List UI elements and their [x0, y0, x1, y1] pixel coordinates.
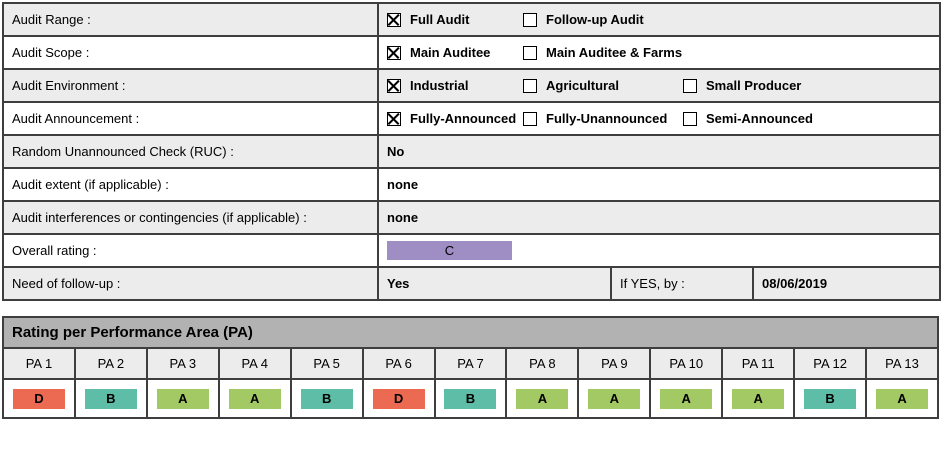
pa-rating-badge: B [84, 388, 137, 409]
row-audit-announcement: Audit Announcement : Fully-Announced Ful… [2, 101, 941, 136]
pa-rating-badge: A [228, 388, 281, 409]
pa-column-header: PA 13 [865, 347, 939, 380]
checkbox-label: Follow-up Audit [546, 12, 644, 27]
row-audit-range: Audit Range : Full Audit Follow-up Audit [2, 2, 941, 37]
checkbox-label: Agricultural [546, 78, 619, 93]
pa-rating-badge: B [444, 388, 497, 409]
row-label: Audit Range : [2, 2, 379, 37]
pa-header-row: PA 1 PA 2 PA 3 PA 4 PA 5 PA 6 PA 7 PA 8 … [2, 347, 939, 380]
pa-rating-badge: A [732, 388, 785, 409]
pa-rating-badge: A [660, 388, 713, 409]
row-audit-scope: Audit Scope : Main Auditee Main Auditee … [2, 35, 941, 70]
if-yes-by-label: If YES, by : [610, 266, 754, 301]
row-value: Full Audit Follow-up Audit [376, 2, 941, 37]
row-value: Main Auditee Main Auditee & Farms [376, 35, 941, 70]
pa-column-header: PA 12 [793, 347, 868, 380]
pa-column-header: PA 5 [289, 347, 364, 380]
row-value: Fully-Announced Fully-Unannounced Semi-A… [376, 101, 941, 136]
row-label: Audit Environment : [2, 68, 379, 103]
pa-column-header: PA 2 [73, 347, 148, 380]
checkbox-small-producer[interactable] [683, 78, 697, 93]
checkbox-label: Fully-Announced [410, 111, 517, 126]
pa-column-header: PA 9 [577, 347, 652, 380]
pa-rating-badge: B [804, 388, 857, 409]
pa-column-header: PA 4 [217, 347, 292, 380]
row-audit-environment: Audit Environment : Industrial Agricultu… [2, 68, 941, 103]
pa-title-row: Rating per Performance Area (PA) [2, 316, 939, 349]
pa-column-header: PA 3 [145, 347, 220, 380]
follow-up-date: 08/06/2019 [751, 266, 941, 301]
checkbox-industrial[interactable] [387, 78, 401, 93]
row-value: Industrial Agricultural Small Producer [376, 68, 941, 103]
checkbox-label: Main Auditee [410, 45, 491, 60]
pa-column-header: PA 7 [433, 347, 508, 380]
checkbox-label: Semi-Announced [706, 111, 813, 126]
row-label: Audit interferences or contingencies (if… [2, 200, 379, 235]
row-label: Audit Announcement : [2, 101, 379, 136]
row-value: C [376, 233, 941, 268]
checkbox-full-audit[interactable] [387, 12, 401, 27]
checkbox-label: Main Auditee & Farms [546, 45, 683, 60]
row-label: Random Unannounced Check (RUC) : [2, 134, 379, 169]
row-ruc: Random Unannounced Check (RUC) : No [2, 134, 941, 169]
checkbox-main-auditee[interactable] [387, 45, 401, 60]
checkbox-label: Fully-Unannounced [546, 111, 668, 126]
checkbox-follow-up-audit[interactable] [523, 12, 537, 27]
checkbox-semi-announced[interactable] [683, 111, 697, 126]
ruc-value: No [376, 134, 941, 169]
checkbox-label: Full Audit [410, 12, 470, 27]
pa-column-header: PA 6 [361, 347, 436, 380]
pa-rating-badge: D [12, 388, 65, 409]
pa-rating-badge: D [372, 388, 425, 409]
pa-rating-badge: A [516, 388, 569, 409]
pa-rating-badge: A [876, 388, 929, 409]
pa-rating-badge: A [156, 388, 209, 409]
pa-rating-badge: A [588, 388, 641, 409]
follow-up-value: Yes [377, 266, 612, 301]
checkbox-label: Small Producer [706, 78, 802, 93]
pa-rating-table: Rating per Performance Area (PA) PA 1 PA… [2, 316, 939, 419]
checkbox-agricultural[interactable] [523, 78, 537, 93]
pa-column-header: PA 8 [505, 347, 580, 380]
checkbox-label: Industrial [410, 78, 469, 93]
row-need-of-follow-up: Need of follow-up : Yes If YES, by : 08/… [2, 266, 941, 301]
audit-interferences-value: none [376, 200, 941, 235]
checkbox-fully-announced[interactable] [387, 111, 401, 126]
checkbox-main-auditee-farms[interactable] [523, 45, 537, 60]
checkbox-fully-unannounced[interactable] [523, 111, 537, 126]
pa-rating-row: D B A A B D B A A A A B A [2, 378, 939, 419]
pa-rating-badge: B [300, 388, 353, 409]
row-audit-interferences: Audit interferences or contingencies (if… [2, 200, 941, 235]
pa-column-header: PA 11 [721, 347, 796, 380]
pa-table-title: Rating per Performance Area (PA) [2, 316, 939, 349]
row-label: Audit extent (if applicable) : [2, 167, 379, 202]
audit-extent-value: none [376, 167, 941, 202]
overall-rating-badge: C [387, 241, 512, 260]
row-label: Overall rating : [2, 233, 379, 268]
pa-column-header: PA 10 [649, 347, 724, 380]
pa-column-header: PA 1 [2, 347, 76, 380]
row-label: Audit Scope : [2, 35, 379, 70]
audit-summary-table: Audit Range : Full Audit Follow-up Audit… [2, 2, 941, 301]
row-overall-rating: Overall rating : C [2, 233, 941, 268]
row-audit-extent: Audit extent (if applicable) : none [2, 167, 941, 202]
row-label: Need of follow-up : [2, 266, 379, 301]
